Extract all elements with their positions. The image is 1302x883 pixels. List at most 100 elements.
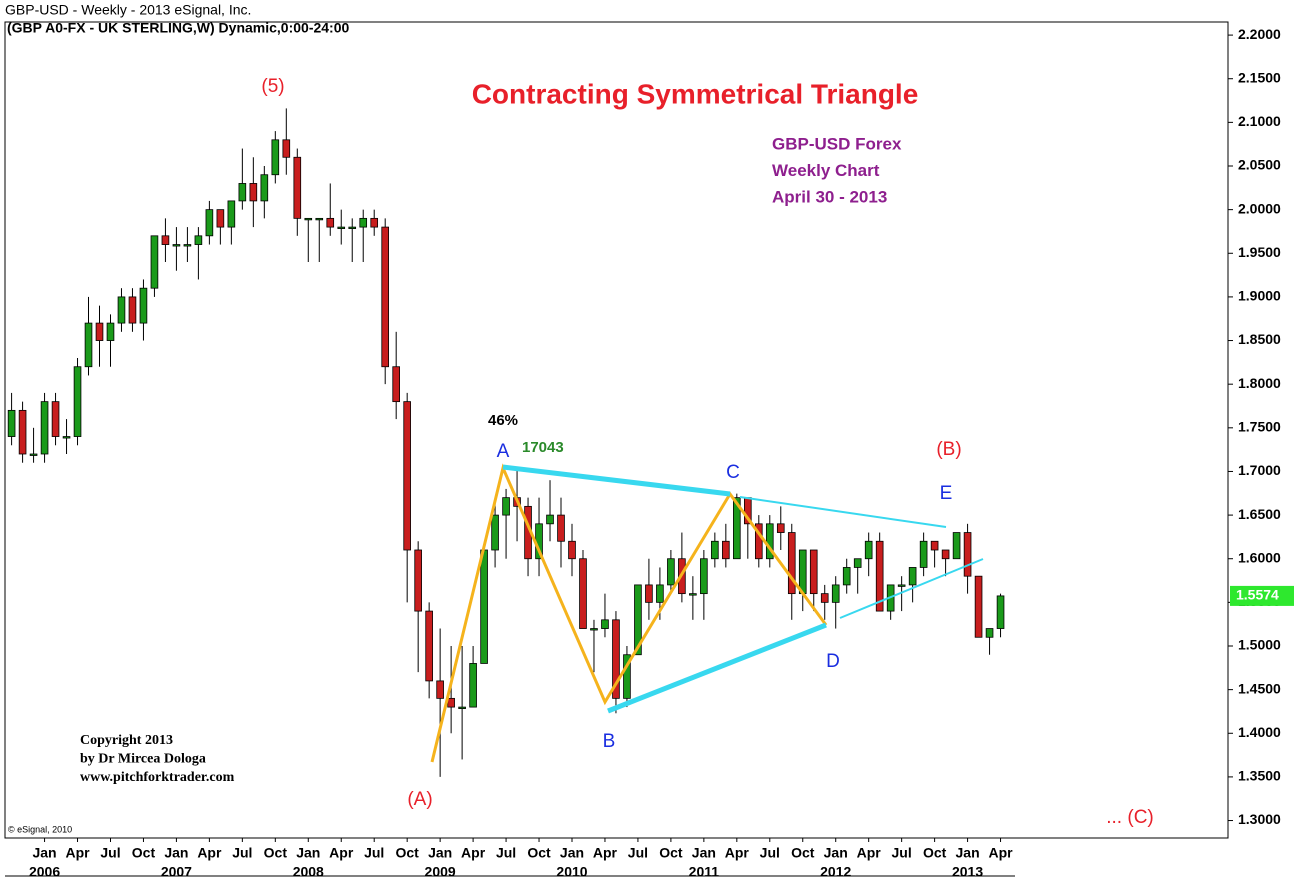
candle-body xyxy=(7,409,16,437)
y-tick-label: 1.6000 xyxy=(1238,549,1281,565)
y-tick-label: 1.3500 xyxy=(1238,768,1281,784)
candle-body xyxy=(84,322,93,368)
x-year-label: 2011 xyxy=(689,864,720,880)
y-tick-label: 1.4500 xyxy=(1238,680,1281,696)
candle-body xyxy=(480,549,488,664)
candle-body xyxy=(183,244,192,247)
candle-body xyxy=(700,558,708,595)
candle-body xyxy=(557,514,565,542)
candle-body xyxy=(304,217,313,221)
x-tick-label: Apr xyxy=(461,845,486,861)
candle-body xyxy=(754,523,763,560)
x-year-label: 2007 xyxy=(161,864,192,880)
x-year-label: 2010 xyxy=(556,864,587,880)
candle-body xyxy=(425,610,433,682)
candle-body xyxy=(667,558,675,586)
x-tick-label: Jul xyxy=(892,845,912,861)
candle-body xyxy=(711,540,719,560)
candle-body xyxy=(29,453,38,456)
x-year-label: 2012 xyxy=(820,864,851,880)
candle-body xyxy=(161,235,170,245)
candle-body xyxy=(458,706,466,709)
x-tick-label: Jul xyxy=(760,845,780,861)
x-year-label: 2006 xyxy=(29,864,60,880)
candle-body xyxy=(612,619,620,699)
upper-line-ext xyxy=(739,496,947,528)
candle-body xyxy=(985,628,994,638)
y-tick-label: 1.7000 xyxy=(1238,462,1281,478)
x-tick-label: Apr xyxy=(857,845,882,861)
note: 46% xyxy=(488,412,518,429)
x-tick-label: Apr xyxy=(988,845,1013,861)
candle-body xyxy=(733,497,741,560)
wave-label: (B) xyxy=(936,439,961,460)
wave-label: A xyxy=(497,441,510,462)
x-tick-label: Jul xyxy=(100,845,120,861)
x-tick-label: Apr xyxy=(329,845,354,861)
candle-body xyxy=(348,226,357,229)
copyright-line: www.pitchforktrader.com xyxy=(80,770,235,785)
candle-body xyxy=(820,593,829,603)
x-tick-label: Oct xyxy=(791,845,815,861)
y-tick-label: 2.1000 xyxy=(1238,113,1281,129)
x-tick-label: Oct xyxy=(132,845,156,861)
x-tick-label: Oct xyxy=(527,845,551,861)
candle-body xyxy=(150,235,159,289)
candle-body xyxy=(469,663,477,708)
candle-body xyxy=(370,217,379,228)
candle-body xyxy=(546,514,554,525)
candle-body xyxy=(315,217,324,221)
candle-body xyxy=(809,549,818,595)
x-tick-label: Jul xyxy=(628,845,648,861)
x-year-label: 2008 xyxy=(293,864,324,880)
candle-body xyxy=(853,558,862,568)
candle-body xyxy=(875,540,884,612)
candle-body xyxy=(864,540,873,560)
x-tick-label: Jul xyxy=(496,845,516,861)
header: GBP-USD - Weekly - 2013 eSignal, Inc. xyxy=(5,2,251,18)
candle-body xyxy=(40,401,49,455)
x-tick-label: Jan xyxy=(32,845,56,861)
candle-body xyxy=(403,401,411,551)
candle-body xyxy=(689,593,697,596)
x-tick-label: Jan xyxy=(560,845,584,861)
candle-body xyxy=(502,497,510,516)
y-tick-label: 1.3000 xyxy=(1238,811,1281,827)
wave-label: D xyxy=(826,651,840,672)
wave-label: E xyxy=(940,483,953,504)
candle-body xyxy=(62,436,71,439)
candle-body xyxy=(205,209,214,237)
note: 17043 xyxy=(522,439,564,456)
candle-body xyxy=(579,558,587,629)
candle-body xyxy=(282,139,291,158)
candle-body xyxy=(359,217,368,228)
candle-body xyxy=(908,567,917,586)
x-year-label: 2013 xyxy=(952,864,983,880)
x-tick-label: Jan xyxy=(428,845,452,861)
wave-label: C xyxy=(726,462,740,483)
subheader: (GBP A0-FX - UK STERLING,W) Dynamic,0:00… xyxy=(7,20,350,36)
candle-body xyxy=(963,532,972,577)
source: © eSignal, 2010 xyxy=(8,824,72,834)
candle-body xyxy=(172,244,181,247)
candle-body xyxy=(952,532,961,560)
y-tick-label: 1.5000 xyxy=(1238,637,1281,653)
candle-body xyxy=(974,575,983,638)
lower-line xyxy=(607,622,827,714)
candle-body xyxy=(139,287,148,324)
candle-body xyxy=(117,296,126,324)
candle-body xyxy=(271,139,280,176)
y-tick-label: 1.9500 xyxy=(1238,244,1281,260)
x-tick-label: Jan xyxy=(824,845,848,861)
y-tick-label: 1.8500 xyxy=(1238,331,1281,347)
candle-body xyxy=(392,366,400,403)
y-tick-label: 2.0500 xyxy=(1238,157,1281,173)
y-tick-label: 2.0000 xyxy=(1238,200,1281,216)
candle-body xyxy=(787,532,796,595)
candle-body xyxy=(18,409,27,455)
candle-body xyxy=(337,226,346,229)
candle-body xyxy=(656,584,664,603)
candle-body xyxy=(831,584,840,603)
x-tick-label: Apr xyxy=(725,845,750,861)
